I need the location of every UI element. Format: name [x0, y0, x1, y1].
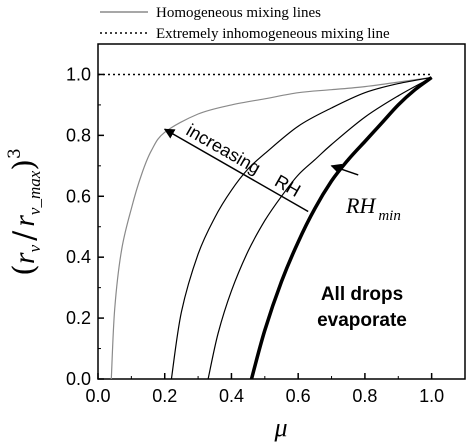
legend-label-homogeneous: Homogeneous mixing lines: [156, 5, 321, 21]
annotation-layer: increasing RH RH min All drops evaporate: [163, 120, 407, 331]
rh-label: RH: [271, 171, 304, 201]
y-tick-label: 0.0: [66, 369, 91, 389]
y-tick-label: 0.6: [66, 186, 91, 206]
x-tick-label: 1.0: [419, 386, 444, 406]
y-tick-label: 1.0: [66, 64, 91, 84]
homogeneous-mixing-line-2: [170, 76, 432, 380]
increasing-rh-arrow: [163, 128, 309, 213]
all-drops-label-line1: All drops: [321, 284, 403, 305]
y-axis-label: (rv/rv_max)3: [5, 148, 44, 276]
legend-label-inhomogeneous: Extremely inhomogeneous mixing line: [156, 26, 390, 42]
x-tick-label: 0.8: [352, 386, 377, 406]
plot-frame: [97, 43, 466, 380]
y-tick-label: 0.4: [66, 247, 91, 267]
x-tick-label: 0.6: [286, 386, 311, 406]
rh-min-arrow: [330, 163, 359, 176]
x-tick-label: 0.4: [219, 386, 244, 406]
y-tick-label: 0.8: [66, 125, 91, 145]
x-tick-label: 0.0: [85, 386, 110, 406]
series-layer: [98, 73, 433, 380]
svg-text:(rv/rv_max)3: (rv/rv_max)3: [5, 148, 44, 276]
legend: Homogeneous mixing lines Extremely inhom…: [100, 5, 390, 42]
homogeneous-mixing-line-3: [207, 76, 432, 380]
increasing-rh-label-group: increasing RH: [183, 120, 304, 201]
x-axis-label: μ: [273, 413, 287, 442]
homogeneous-mixing-line-4: [249, 76, 433, 380]
axis-ticks: 0.0 0.2 0.4 0.6 0.8 1.0 0.0 0.2 0.4 0.6 0.8 1.0: [66, 64, 444, 406]
rh-min-label: RH min: [345, 193, 401, 224]
x-tick-label: 0.2: [152, 386, 177, 406]
homogeneous-mixing-line-1: [110, 76, 432, 380]
all-drops-label-line2: evaporate: [317, 310, 407, 331]
increasing-label: increasing: [183, 120, 264, 178]
y-tick-label: 0.2: [66, 308, 91, 328]
